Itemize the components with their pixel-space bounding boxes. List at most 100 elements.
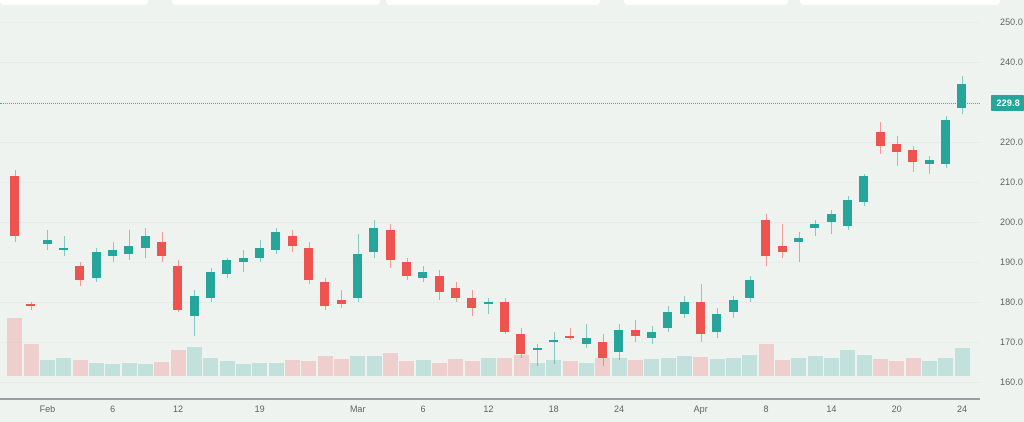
candle-body[interactable] bbox=[402, 262, 411, 276]
candle-body[interactable] bbox=[712, 314, 721, 332]
volume-bar[interactable] bbox=[399, 361, 414, 376]
volume-bar[interactable] bbox=[612, 357, 627, 376]
volume-bar[interactable] bbox=[661, 357, 676, 376]
candle-body[interactable] bbox=[141, 236, 150, 248]
candle-body[interactable] bbox=[124, 246, 133, 254]
current-price-badge[interactable]: 229.8 bbox=[991, 94, 1024, 111]
volume-bar[interactable] bbox=[285, 359, 300, 376]
candle-body[interactable] bbox=[92, 252, 101, 278]
candle-body[interactable] bbox=[582, 338, 591, 344]
candle-body[interactable] bbox=[892, 144, 901, 152]
volume-bar[interactable] bbox=[775, 359, 790, 376]
candle-body[interactable] bbox=[271, 232, 280, 250]
volume-bar[interactable] bbox=[465, 360, 480, 376]
candle-body[interactable] bbox=[435, 276, 444, 292]
volume-bar[interactable] bbox=[710, 358, 725, 376]
candle-body[interactable] bbox=[10, 176, 19, 236]
candle-body[interactable] bbox=[26, 304, 35, 306]
candle-body[interactable] bbox=[43, 240, 52, 244]
candle-body[interactable] bbox=[157, 242, 166, 256]
volume-bar[interactable] bbox=[857, 355, 872, 376]
candle-body[interactable] bbox=[418, 272, 427, 278]
volume-bar[interactable] bbox=[383, 352, 398, 376]
candle-body[interactable] bbox=[941, 120, 950, 164]
candle-body[interactable] bbox=[353, 254, 362, 298]
volume-bar[interactable] bbox=[677, 356, 692, 376]
candle-body[interactable] bbox=[59, 248, 68, 250]
volume-bar[interactable] bbox=[252, 362, 267, 376]
candle-body[interactable] bbox=[108, 250, 117, 256]
candle-body[interactable] bbox=[190, 296, 199, 316]
volume-bar[interactable] bbox=[955, 347, 970, 376]
candle-body[interactable] bbox=[827, 214, 836, 222]
candle-body[interactable] bbox=[484, 302, 493, 304]
candle-body[interactable] bbox=[288, 236, 297, 246]
candle-body[interactable] bbox=[173, 266, 182, 310]
volume-bar[interactable] bbox=[432, 362, 447, 376]
candle-body[interactable] bbox=[239, 258, 248, 262]
volume-bar[interactable] bbox=[514, 354, 529, 376]
volume-bar[interactable] bbox=[138, 363, 153, 376]
price-plot-area[interactable] bbox=[0, 8, 980, 398]
candle-body[interactable] bbox=[631, 330, 640, 336]
volume-bar[interactable] bbox=[808, 356, 823, 376]
volume-bar[interactable] bbox=[367, 355, 382, 376]
candle-body[interactable] bbox=[565, 336, 574, 338]
volume-bar[interactable] bbox=[481, 357, 496, 376]
candle-body[interactable] bbox=[745, 280, 754, 298]
volume-bar[interactable] bbox=[693, 357, 708, 376]
volume-bar[interactable] bbox=[906, 357, 921, 376]
volume-bar[interactable] bbox=[56, 357, 71, 376]
candle-body[interactable] bbox=[255, 248, 264, 258]
volume-bar[interactable] bbox=[89, 362, 104, 376]
volume-bar[interactable] bbox=[122, 363, 137, 376]
candle-body[interactable] bbox=[794, 238, 803, 242]
volume-bar[interactable] bbox=[416, 360, 431, 376]
volume-bar[interactable] bbox=[269, 363, 284, 376]
volume-bar[interactable] bbox=[759, 344, 774, 376]
candle-body[interactable] bbox=[516, 334, 525, 354]
volume-bar[interactable] bbox=[938, 357, 953, 376]
volume-bar[interactable] bbox=[318, 356, 333, 376]
candle-body[interactable] bbox=[696, 302, 705, 334]
volume-bar[interactable] bbox=[497, 357, 512, 376]
volume-bar[interactable] bbox=[448, 358, 463, 376]
candle-body[interactable] bbox=[369, 228, 378, 252]
candle-body[interactable] bbox=[614, 330, 623, 352]
volume-bar[interactable] bbox=[301, 360, 316, 376]
volume-bar[interactable] bbox=[171, 350, 186, 376]
volume-bar[interactable] bbox=[546, 360, 561, 376]
volume-bar[interactable] bbox=[24, 344, 39, 376]
candle-body[interactable] bbox=[925, 160, 934, 164]
volume-bar[interactable] bbox=[530, 362, 545, 376]
volume-bar[interactable] bbox=[889, 361, 904, 376]
volume-bar[interactable] bbox=[40, 360, 55, 376]
volume-bar[interactable] bbox=[726, 357, 741, 376]
volume-bar[interactable] bbox=[154, 361, 169, 376]
volume-bar[interactable] bbox=[579, 362, 594, 376]
volume-bar[interactable] bbox=[203, 357, 218, 376]
y-axis[interactable]: 250.0240.0230.0220.0210.0200.0190.0180.0… bbox=[980, 0, 1024, 422]
candle-body[interactable] bbox=[533, 348, 542, 350]
candle-body[interactable] bbox=[206, 272, 215, 298]
volume-bar[interactable] bbox=[595, 357, 610, 376]
volume-bar[interactable] bbox=[7, 318, 22, 376]
candle-body[interactable] bbox=[843, 200, 852, 226]
candle-body[interactable] bbox=[467, 298, 476, 308]
volume-bar[interactable] bbox=[73, 359, 88, 376]
candle-body[interactable] bbox=[320, 282, 329, 306]
volume-bar[interactable] bbox=[187, 346, 202, 376]
volume-bar[interactable] bbox=[742, 355, 757, 376]
volume-bar[interactable] bbox=[236, 363, 251, 376]
volume-bar[interactable] bbox=[334, 358, 349, 376]
candle-body[interactable] bbox=[337, 300, 346, 304]
candle-body[interactable] bbox=[859, 176, 868, 202]
candle-body[interactable] bbox=[386, 230, 395, 260]
candle-body[interactable] bbox=[75, 266, 84, 280]
volume-bar[interactable] bbox=[563, 361, 578, 376]
candle-body[interactable] bbox=[549, 340, 558, 342]
candle-body[interactable] bbox=[451, 288, 460, 298]
volume-bar[interactable] bbox=[840, 350, 855, 376]
candle-body[interactable] bbox=[598, 342, 607, 358]
volume-bar[interactable] bbox=[922, 361, 937, 376]
